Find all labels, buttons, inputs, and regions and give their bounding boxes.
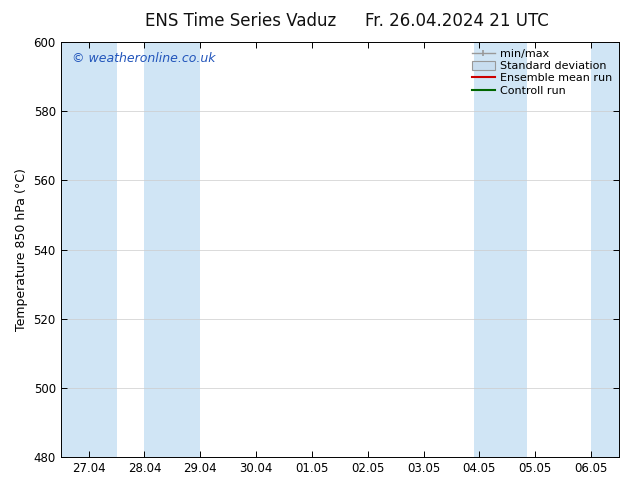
Bar [507,42,527,457]
Bar [61,42,117,457]
Text: Fr. 26.04.2024 21 UTC: Fr. 26.04.2024 21 UTC [365,12,548,30]
Y-axis label: Temperature 850 hPa (°C): Temperature 850 hPa (°C) [15,168,28,331]
Text: © weatheronline.co.uk: © weatheronline.co.uk [72,52,216,66]
Bar [474,42,507,457]
Legend: min/max, Standard deviation, Ensemble mean run, Controll run: min/max, Standard deviation, Ensemble me… [468,44,617,100]
Bar [591,42,619,457]
Text: ENS Time Series Vaduz: ENS Time Series Vaduz [145,12,337,30]
Bar [145,42,200,457]
